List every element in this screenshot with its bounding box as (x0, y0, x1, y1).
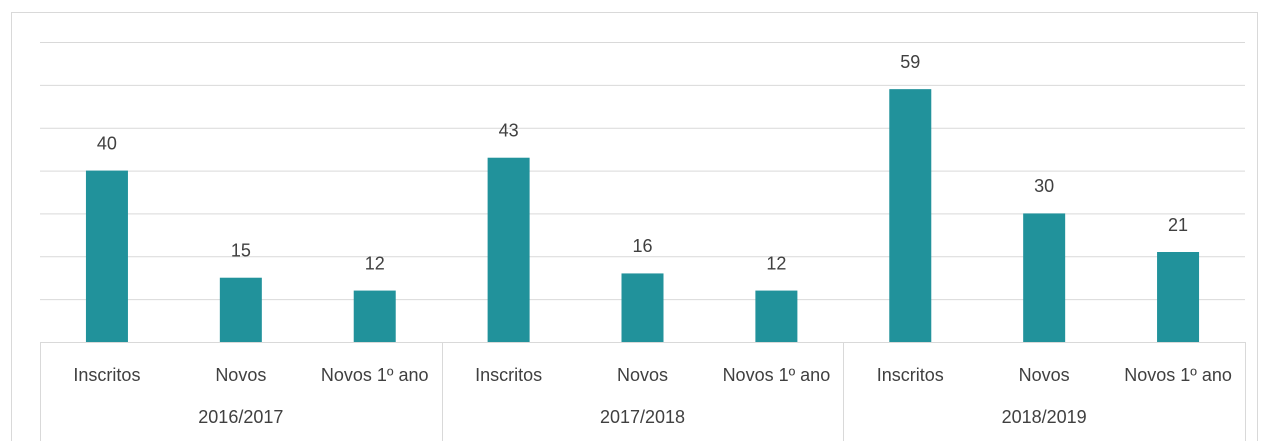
data-label: 30 (1034, 176, 1054, 196)
x-tick-label: Inscritos (475, 365, 542, 385)
bar (85, 170, 128, 342)
bar (487, 157, 530, 342)
data-label: 15 (231, 240, 251, 260)
data-label: 21 (1168, 215, 1188, 235)
group-label: 2018/2019 (1002, 407, 1087, 427)
data-label: 40 (97, 133, 117, 153)
group-label: 2017/2018 (600, 407, 685, 427)
x-tick-label: Novos 1º ano (321, 365, 429, 385)
x-tick-label: Inscritos (73, 365, 140, 385)
bar (621, 273, 664, 342)
x-tick-label: Novos (617, 365, 668, 385)
data-label: 59 (900, 52, 920, 72)
bar (1023, 213, 1066, 342)
data-label: 16 (632, 236, 652, 256)
x-tick-label: Inscritos (877, 365, 944, 385)
x-tick-label: Novos 1º ano (1124, 365, 1232, 385)
bar (1157, 252, 1200, 342)
x-tick-label: Novos (1019, 365, 1070, 385)
x-tick-label: Novos (215, 365, 266, 385)
data-label: 12 (766, 253, 786, 273)
bar (755, 290, 798, 342)
bar (889, 89, 932, 343)
data-label: 12 (365, 253, 385, 273)
data-label: 43 (499, 120, 519, 140)
group-label: 2016/2017 (198, 407, 283, 427)
bar (353, 290, 396, 342)
bar (219, 277, 262, 342)
x-tick-label: Novos 1º ano (723, 365, 831, 385)
